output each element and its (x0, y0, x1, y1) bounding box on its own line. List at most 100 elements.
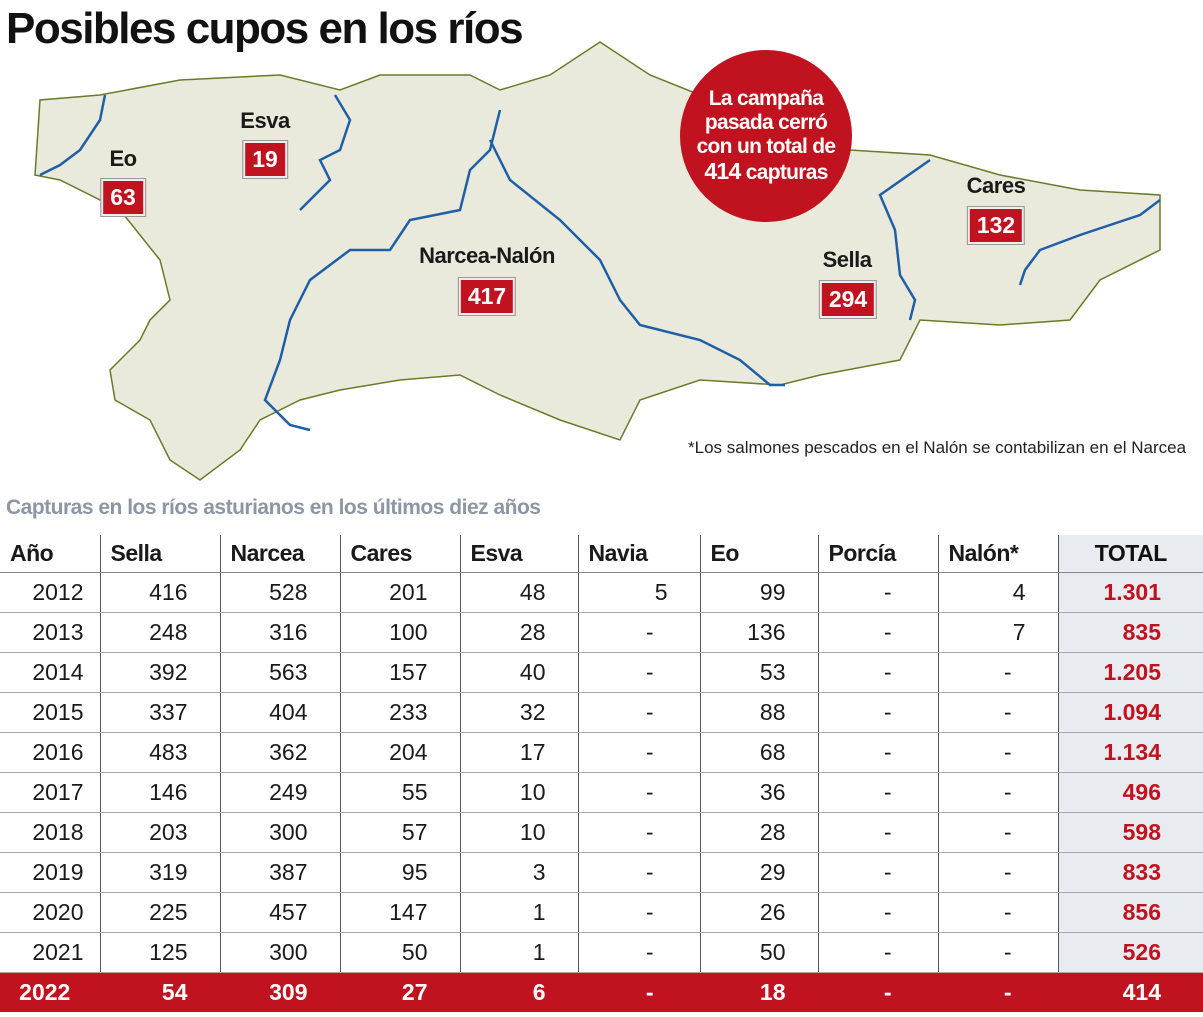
table-cell: 32 (459, 692, 578, 733)
table-cell: 2016 (0, 732, 100, 773)
table-cell: 7 (937, 612, 1058, 653)
column-header: Nalón* (937, 535, 1058, 573)
column-header: Sella (99, 535, 220, 573)
river-value-sella: 294 (819, 281, 877, 318)
column-header: Narcea (219, 535, 340, 573)
table-cell: - (817, 652, 938, 693)
table-cell: 147 (339, 892, 460, 933)
table-row: 2019 319 387 95 3-29- -833 (0, 852, 1203, 893)
bubble-line: La campaña (708, 87, 824, 110)
table-cell: 36 (699, 772, 818, 813)
table-title: Capturas en los ríos asturianos en los ú… (6, 496, 541, 519)
table-row: 2020 225 457 147 1-26- -856 (0, 892, 1203, 933)
table-cell: 404 (219, 692, 340, 733)
column-header: Año (0, 535, 100, 573)
table-cell: 309 (219, 972, 340, 1012)
table-row: 2016 483 362 204 17-68- -1.134 (0, 732, 1203, 773)
table-cell: 3 (459, 852, 578, 893)
table-cell: - (937, 972, 1058, 1012)
table-cell: 100 (339, 612, 460, 653)
table-cell: 1.301 (1057, 572, 1203, 613)
table-cell: 125 (99, 932, 220, 973)
table-cell: - (817, 572, 938, 613)
table-cell: 203 (99, 812, 220, 853)
table-cell: 28 (699, 812, 818, 853)
table-row: 2018 203 300 57 10-28- -598 (0, 812, 1203, 853)
table-cell: - (577, 972, 700, 1012)
table-cell: - (817, 692, 938, 733)
table-cell: 10 (459, 772, 578, 813)
table-cell: 29 (699, 852, 818, 893)
table-row: 2013 248 316 100 28-136-7 835 (0, 612, 1203, 653)
table-cell: 201 (339, 572, 460, 613)
table-cell: 833 (1057, 852, 1203, 893)
table-cell: 68 (699, 732, 818, 773)
table-cell: - (577, 732, 700, 773)
table-cell: 414 (1057, 972, 1203, 1012)
table-cell: 225 (99, 892, 220, 933)
table-cell: 337 (99, 692, 220, 733)
bubble-number: 414 (704, 158, 741, 184)
table-row: 2021 125 300 50 1-50- -526 (0, 932, 1203, 973)
table-cell: - (577, 852, 700, 893)
table-cell: 2020 (0, 892, 100, 933)
column-header: Eo (699, 535, 818, 573)
table-cell: - (817, 772, 938, 813)
table-cell: - (937, 692, 1058, 733)
table-cell: 598 (1057, 812, 1203, 853)
table-cell: - (577, 772, 700, 813)
table-cell: 2018 (0, 812, 100, 853)
table-cell: - (817, 972, 938, 1012)
table-cell: - (577, 892, 700, 933)
river-label-narcea-nalon: Narcea-Nalón (419, 243, 555, 268)
table-cell: - (577, 932, 700, 973)
river-eo (39, 94, 107, 177)
table-cell: 55 (339, 772, 460, 813)
table-cell: - (577, 692, 700, 733)
table-cell: 233 (339, 692, 460, 733)
table-cell: 146 (99, 772, 220, 813)
table-cell: 526 (1057, 932, 1203, 973)
bubble-line: con un total de (696, 135, 837, 158)
table-cell: 496 (1057, 772, 1203, 813)
river-nalon (488, 139, 785, 387)
table-cell: 319 (99, 852, 220, 893)
table-cell: - (937, 772, 1058, 813)
table-cell: 50 (339, 932, 460, 973)
table-cell: 48 (459, 572, 578, 613)
table-cell: 88 (699, 692, 818, 733)
table-cell: 392 (99, 652, 220, 693)
table-cell: 17 (459, 732, 578, 773)
table-cell: 563 (219, 652, 340, 693)
bubble-line: pasada cerró (704, 111, 828, 134)
table-cell: 2017 (0, 772, 100, 813)
table-cell: 300 (219, 812, 340, 853)
table-cell: 2022 (0, 972, 100, 1012)
column-header: Navia (577, 535, 700, 573)
table-cell: 136 (699, 612, 818, 653)
table-cell: 28 (459, 612, 578, 653)
table-cell: 248 (99, 612, 220, 653)
river-esva (299, 94, 352, 211)
column-header: Porcía (817, 535, 938, 573)
table-cell: 416 (99, 572, 220, 613)
table-row: 2017 146 249 55 10-36- -496 (0, 772, 1203, 813)
table-cell: 57 (339, 812, 460, 853)
table-cell: 1.205 (1057, 652, 1203, 693)
table-cell: 2015 (0, 692, 100, 733)
table-cell: - (937, 732, 1058, 773)
river-label-eo: Eo (109, 146, 137, 171)
table-cell: - (937, 652, 1058, 693)
total-bubble: La campaña pasada cerró con un total de … (680, 50, 852, 222)
table-cell: - (577, 612, 700, 653)
table-cell: 40 (459, 652, 578, 693)
table-cell: - (817, 852, 938, 893)
table-cell: 157 (339, 652, 460, 693)
table-cell: 1 (459, 932, 578, 973)
column-header: Cares (339, 535, 460, 573)
table-cell: 2013 (0, 612, 100, 653)
table-row: 2015 337 404 233 32-88- -1.094 (0, 692, 1203, 733)
table-row: 2014 392 563 157 40-53- -1.205 (0, 652, 1203, 693)
table-cell: 50 (699, 932, 818, 973)
